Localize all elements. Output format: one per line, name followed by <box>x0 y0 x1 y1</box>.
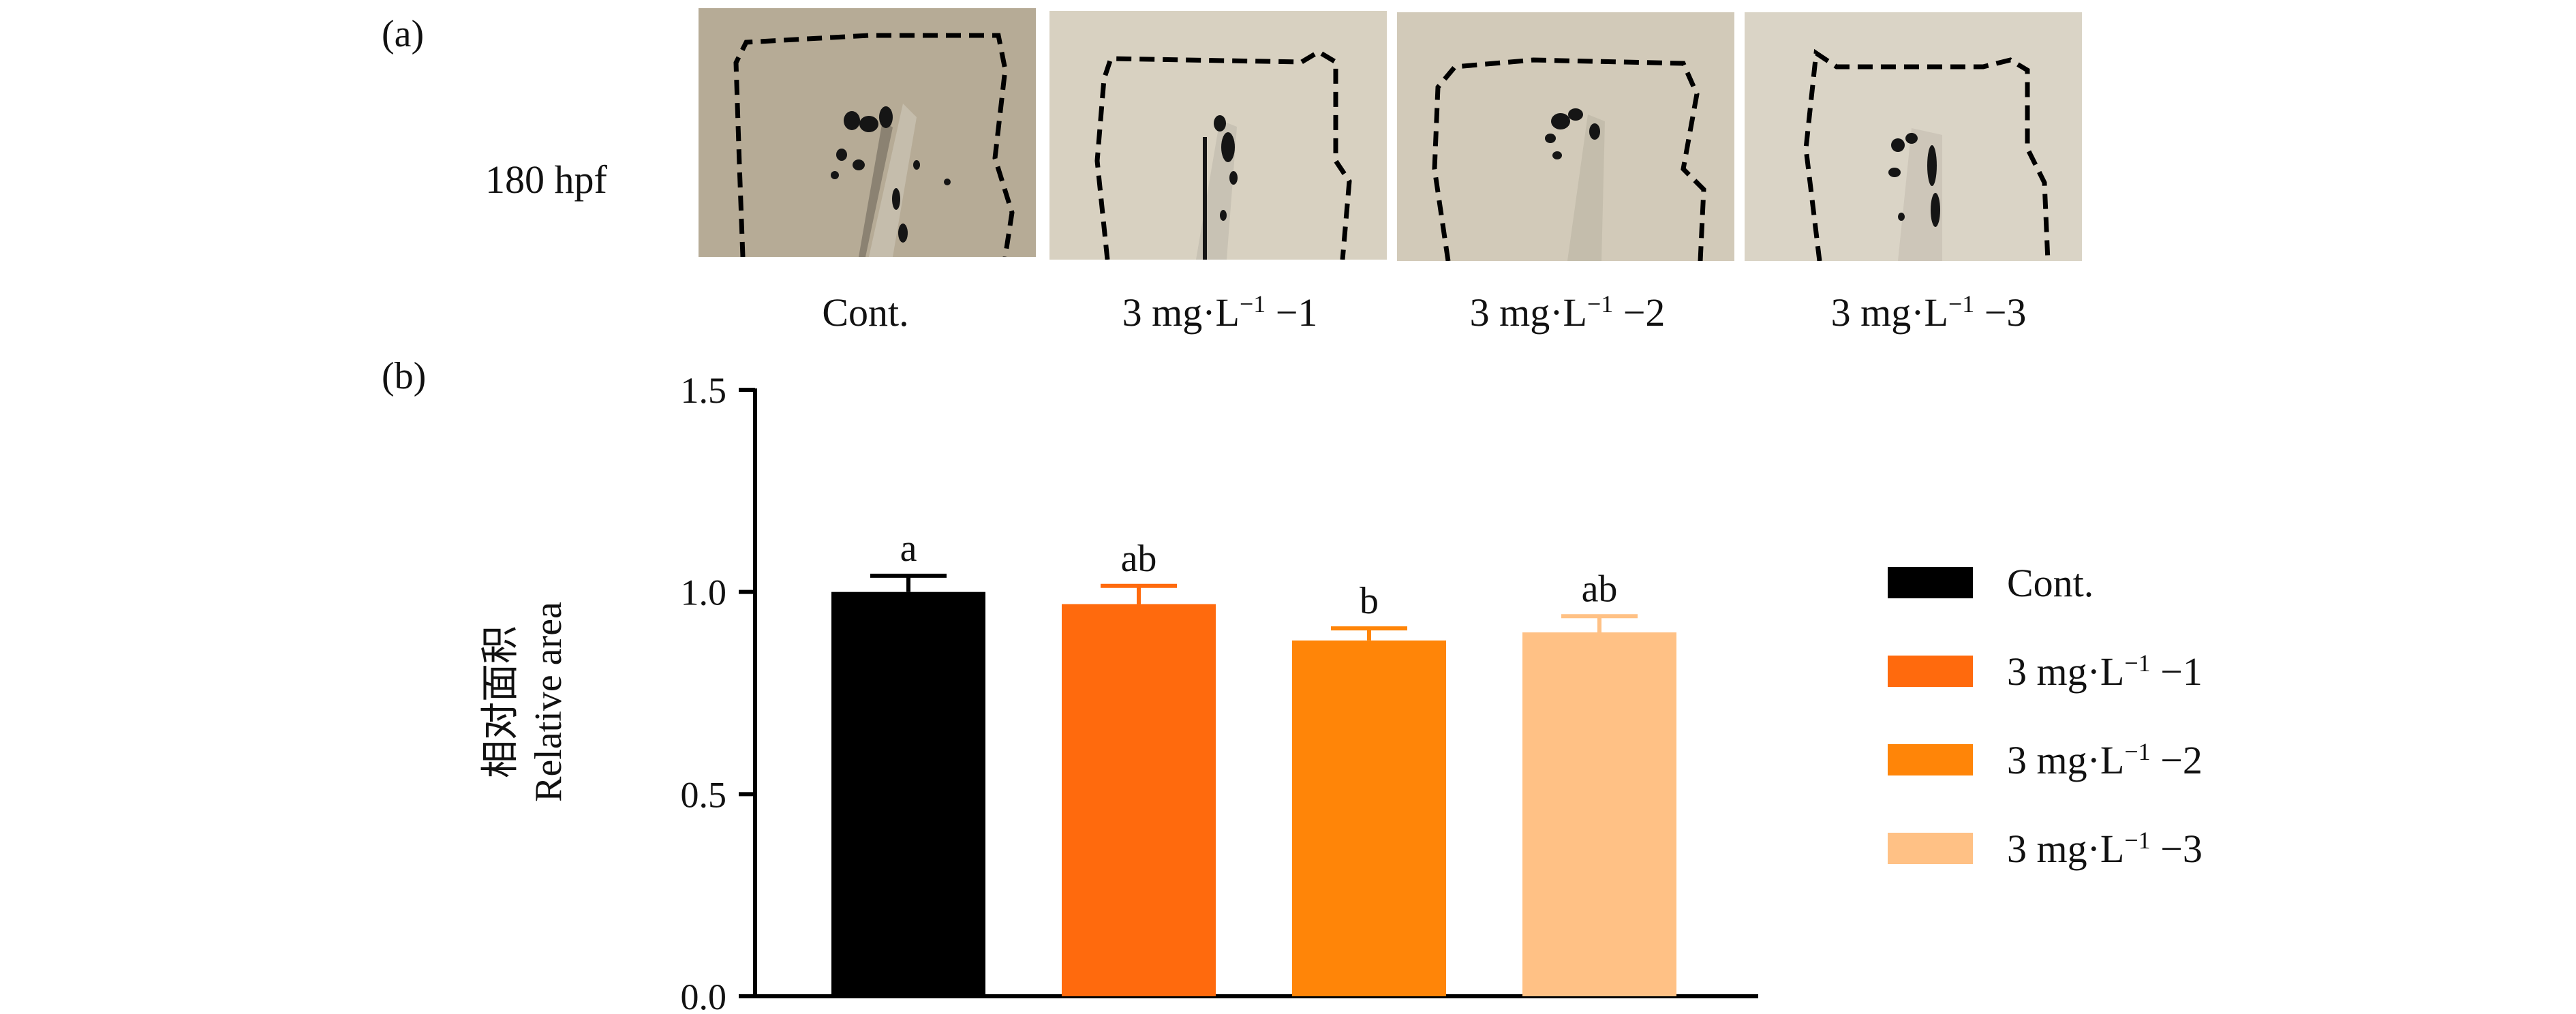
micrograph-dose-3-drawing <box>1745 12 2082 261</box>
legend-swatch-dose-2 <box>1888 744 1973 775</box>
timepoint-label: 180 hpf <box>485 157 607 202</box>
significance-label-3: b <box>1360 580 1379 622</box>
y-tick-label: 1.0 <box>681 572 727 613</box>
legend-item-control: Cont. <box>1888 538 2203 627</box>
micrograph-dose-3 <box>1745 12 2082 261</box>
significance-labels: a ab b ab <box>900 527 1618 622</box>
legend-swatch-dose-3 <box>1888 833 1973 864</box>
significance-label-4: ab <box>1582 568 1618 610</box>
legend-item-dose-1: 3 mg·L−1 −1 <box>1888 627 2203 716</box>
bar-2 <box>1062 604 1216 996</box>
caption-dose-3: 3 mg·L−1 −3 <box>1830 290 2027 335</box>
legend: Cont. 3 mg·L−1 −1 3 mg·L−1 −2 3 mg·L−1 −… <box>1888 538 2203 893</box>
legend-swatch-control <box>1888 567 1973 598</box>
legend-text-control: Cont. <box>2007 560 2094 605</box>
micrograph-dose-1 <box>1049 11 1387 260</box>
y-axis-label-en: Relative area <box>527 602 570 802</box>
significance-label-2: ab <box>1121 538 1157 580</box>
y-axis-label: 相对面积 Relative area <box>477 602 572 802</box>
significance-label-1: a <box>900 527 917 570</box>
y-axis-label-zh: 相对面积 <box>478 626 523 778</box>
caption-dose-1: 3 mg·L−1 −1 <box>1122 290 1318 335</box>
bar-1 <box>831 592 985 996</box>
legend-swatch-dose-1 <box>1888 656 1973 687</box>
panel-a-label: (a) <box>382 13 425 55</box>
caption-control: Cont. <box>822 290 909 335</box>
bar-3 <box>1292 640 1446 996</box>
caption-dose-2: 3 mg·L−1 −2 <box>1469 290 1666 335</box>
legend-text-dose-1: 3 mg·L−1 −1 <box>2007 649 2203 694</box>
bar-4 <box>1522 632 1676 996</box>
micrograph-control <box>699 8 1036 257</box>
micrograph-dose-1-drawing <box>1049 11 1387 260</box>
y-tick-label: 1.5 <box>681 370 727 411</box>
micrograph-dose-2-drawing <box>1397 12 1734 261</box>
micrograph-dose-2 <box>1397 12 1734 261</box>
legend-text-dose-3: 3 mg·L−1 −3 <box>2007 826 2203 871</box>
legend-text-dose-2: 3 mg·L−1 −2 <box>2007 737 2203 782</box>
panel-b-label: (b) <box>382 355 427 397</box>
legend-item-dose-3: 3 mg·L−1 −3 <box>1888 804 2203 893</box>
y-tick-label: 0.5 <box>681 774 727 815</box>
bars <box>831 573 1676 996</box>
y-tick-label: 0.0 <box>681 977 727 1014</box>
legend-item-dose-2: 3 mg·L−1 −2 <box>1888 716 2203 804</box>
micrograph-control-drawing <box>699 8 1036 257</box>
